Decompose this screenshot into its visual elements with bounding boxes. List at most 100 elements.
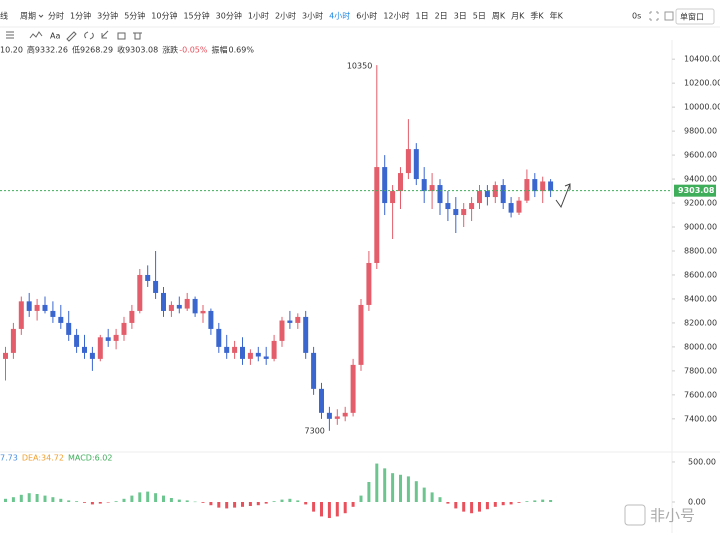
macd-bar (11, 497, 15, 503)
candle-body (176, 304, 182, 309)
watermark: 非小号 (650, 507, 695, 525)
watermark-logo (624, 504, 646, 526)
macd-bar (248, 502, 252, 507)
y-tick-label: 9200.00 (684, 199, 717, 208)
interval-option[interactable]: 分时 (48, 11, 64, 21)
min-label: 7300 (305, 426, 325, 435)
candle-body (477, 191, 482, 204)
y-tick-label: 8000.00 (684, 342, 717, 351)
interval-option[interactable]: 2小时 (275, 11, 296, 21)
interval-option[interactable]: 2日 (435, 12, 448, 21)
macd-bar (430, 492, 434, 503)
candle-body (532, 179, 538, 192)
candle-body (263, 356, 269, 359)
macd-bar (462, 502, 466, 512)
interval-option[interactable]: 30分钟 (216, 11, 242, 21)
interval-option[interactable]: 15分钟 (183, 11, 209, 21)
drawing-tools[interactable] (6, 30, 142, 42)
macd-bar (233, 502, 237, 508)
macd-bar (154, 493, 158, 503)
y-tick-label: 8600.00 (684, 270, 717, 279)
y-tick-label: 9800.00 (684, 127, 717, 136)
macd-bar (98, 502, 102, 504)
macd-bar (501, 502, 505, 506)
macd-bar (43, 495, 47, 503)
period-menu[interactable]: 周期 (20, 12, 36, 21)
text-tool[interactable]: Aa (50, 32, 60, 41)
interval-option[interactable]: 12小时 (383, 11, 409, 21)
interval-option[interactable]: 1分钟 (70, 11, 91, 21)
macd-bar (375, 463, 379, 503)
interval-option[interactable]: 1日 (416, 12, 429, 21)
macd-bar (391, 473, 395, 503)
candle-body (492, 185, 498, 198)
macd-bar (177, 499, 181, 503)
interval-option[interactable]: 10分钟 (151, 11, 177, 21)
candle-body (105, 337, 111, 341)
macd-bar (383, 468, 387, 503)
ohlc-info: 高9332.26 (27, 45, 68, 55)
window-icons[interactable] (649, 11, 674, 21)
macd-bar (138, 492, 142, 503)
candle-body (145, 274, 151, 281)
candle-body (437, 185, 443, 204)
macd-bar (241, 502, 244, 507)
interval-option[interactable]: 年K (550, 11, 564, 21)
macd-bar (51, 497, 55, 503)
window-button[interactable]: 单窗口 (680, 12, 704, 22)
macd-bar (193, 501, 197, 503)
interval-option[interactable]: 6小时 (356, 11, 377, 21)
candle-body (271, 340, 277, 359)
candle-body (26, 301, 32, 311)
candle-body (334, 416, 340, 419)
macd-bar (122, 498, 126, 503)
candle-body (524, 179, 530, 201)
macd-bar (90, 502, 94, 505)
candle-body (413, 149, 419, 180)
macd-bar (343, 502, 347, 514)
macd-legend: 7.73 (0, 454, 18, 463)
y-tick-label: 7600.00 (684, 390, 717, 399)
candle-body (540, 181, 546, 192)
interval-option[interactable]: 5分钟 (124, 11, 145, 21)
macd-bar (422, 487, 426, 503)
macd-bar (264, 502, 268, 504)
dropdown-caret (38, 14, 44, 18)
interval-option[interactable]: 3日 (454, 12, 467, 21)
macd-bar (35, 494, 39, 503)
macd-bar (414, 481, 418, 503)
interval-option[interactable]: 周K (492, 12, 506, 21)
window-button-frame[interactable] (675, 8, 715, 25)
macd-legend: DEA:34.72 (22, 454, 64, 463)
macd-bar (359, 495, 363, 503)
interval-option[interactable]: 月K (511, 12, 525, 21)
candle-body (18, 301, 24, 329)
macd-tick-label: 0.00 (688, 498, 706, 507)
macd-bar (75, 501, 79, 503)
macd-bar (4, 498, 7, 503)
candle-body (398, 173, 403, 192)
candle-body (3, 352, 8, 359)
candle-body (374, 167, 380, 263)
y-tick-label: 8400.00 (684, 294, 717, 303)
interval-option[interactable]: 季K (530, 11, 544, 21)
interval-option[interactable]: 4小时 (329, 11, 350, 21)
candle-body (342, 412, 348, 417)
candle-body (548, 181, 554, 191)
interval-option[interactable]: 1小时 (248, 11, 269, 21)
macd-bar (541, 499, 545, 503)
macd-bar (225, 502, 229, 509)
macd-bar (470, 502, 474, 514)
interval-option[interactable]: 3分钟 (97, 11, 118, 21)
refresh-timer[interactable]: 0s (632, 12, 641, 21)
macd-legend: MACD:6.02 (68, 454, 113, 463)
candle-body (89, 352, 95, 359)
macd-bar (509, 502, 513, 505)
interval-option[interactable]: 5日 (473, 12, 486, 21)
ohlc-info: 0.69% (229, 46, 255, 55)
macd-bar (19, 494, 23, 503)
interval-option[interactable]: 3小时 (302, 11, 323, 21)
macd-bar (351, 502, 355, 507)
candle-body (326, 412, 332, 419)
macd-bar (209, 502, 213, 506)
